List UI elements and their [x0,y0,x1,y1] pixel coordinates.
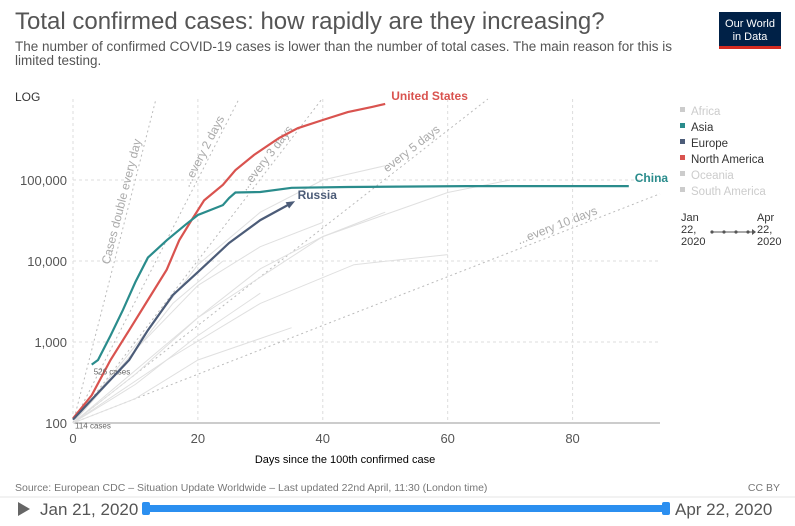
legend-range-dot [746,230,750,234]
legend-range-dot [710,230,714,234]
scale-toggle[interactable]: LOG [15,90,41,104]
doubling-line [72,98,157,424]
series-label: United States [391,89,468,103]
legend-range-dot [734,230,738,234]
legend-swatch[interactable] [680,187,685,192]
legend-swatch[interactable] [680,155,685,160]
x-tick-label: 40 [316,431,330,446]
timeline-start: Jan 21, 2020 [40,500,138,519]
legend-label[interactable]: North America [691,154,764,166]
legend-date-part: 2020 [757,236,781,248]
legend-date-part: Jan [681,212,699,224]
series-label: China [635,171,669,185]
y-tick-label: 100 [45,416,67,431]
doubling-line [72,98,323,424]
legend-label[interactable]: Europe [691,138,728,150]
legend-range-arrow [752,229,756,235]
background-line [72,179,511,424]
series-line [72,202,293,421]
legend-date-part: Apr [757,212,774,224]
arrow-head [285,201,296,209]
doubling-label: ...every 10 days [515,203,599,247]
doubling-label: ...every 2 days [179,113,227,189]
license: CC BY [748,482,780,494]
series-line [91,185,629,366]
x-tick-label: 20 [191,431,205,446]
logo-text: in Data [733,31,769,43]
legend-swatch[interactable] [680,107,685,112]
legend-date-part: 22, [681,224,696,236]
y-tick-label: 1,000 [34,335,67,350]
background-line [72,260,224,424]
start-label: 526 cases [94,368,130,377]
legend-date-part: 2020 [681,236,705,248]
logo[interactable] [719,12,781,48]
doubling-label: every 5 days [380,122,442,175]
y-tick-label: 100,000 [20,173,67,188]
legend-swatch[interactable] [680,123,685,128]
legend-label[interactable]: Oceania [691,170,734,182]
logo-stripe [719,46,781,49]
timeline-end: Apr 22, 2020 [675,500,772,519]
legend-label[interactable]: Asia [691,122,714,134]
chart-subtitle: The number of confirmed COVID-19 cases i… [15,39,673,68]
doubling-line [72,193,661,424]
x-axis-label: Days since the 100th confirmed case [255,454,435,466]
start-label: 114 cases [75,421,111,430]
background-line [72,165,386,424]
source: Source: European CDC – Situation Update … [15,482,487,494]
doubling-line [72,98,240,424]
play-button[interactable] [18,502,30,516]
legend-label[interactable]: South America [691,186,766,198]
timeline-bar[interactable] [147,505,665,512]
timeline-handle[interactable] [662,502,670,515]
chart-title: Total confirmed cases: how rapidly are t… [15,8,605,35]
legend-date: Jan 22, 2020 [681,212,705,248]
legend-date: Apr 22, 2020 [757,212,781,248]
series-line [72,102,386,420]
doubling-label: Cases double every day [99,137,145,265]
legend-swatch[interactable] [680,171,685,176]
legend-label[interactable]: Africa [691,106,721,118]
timeline-handle[interactable] [142,502,150,515]
background-line [72,254,448,424]
legend-range-dot [722,230,726,234]
x-tick-label: 60 [440,431,454,446]
logo-text: Our World [725,18,775,30]
x-tick-label: 0 [69,431,76,446]
legend-date-part: 22, [757,224,772,236]
series-label: Russia [298,188,338,202]
plot: 100 1,000 10,000 100,000 0 20 40 60 80 Cases doub… [20,89,668,446]
x-tick-label: 80 [565,431,579,446]
background-line [72,327,292,424]
y-tick-label: 10,000 [27,254,67,269]
legend-swatch[interactable] [680,139,685,144]
